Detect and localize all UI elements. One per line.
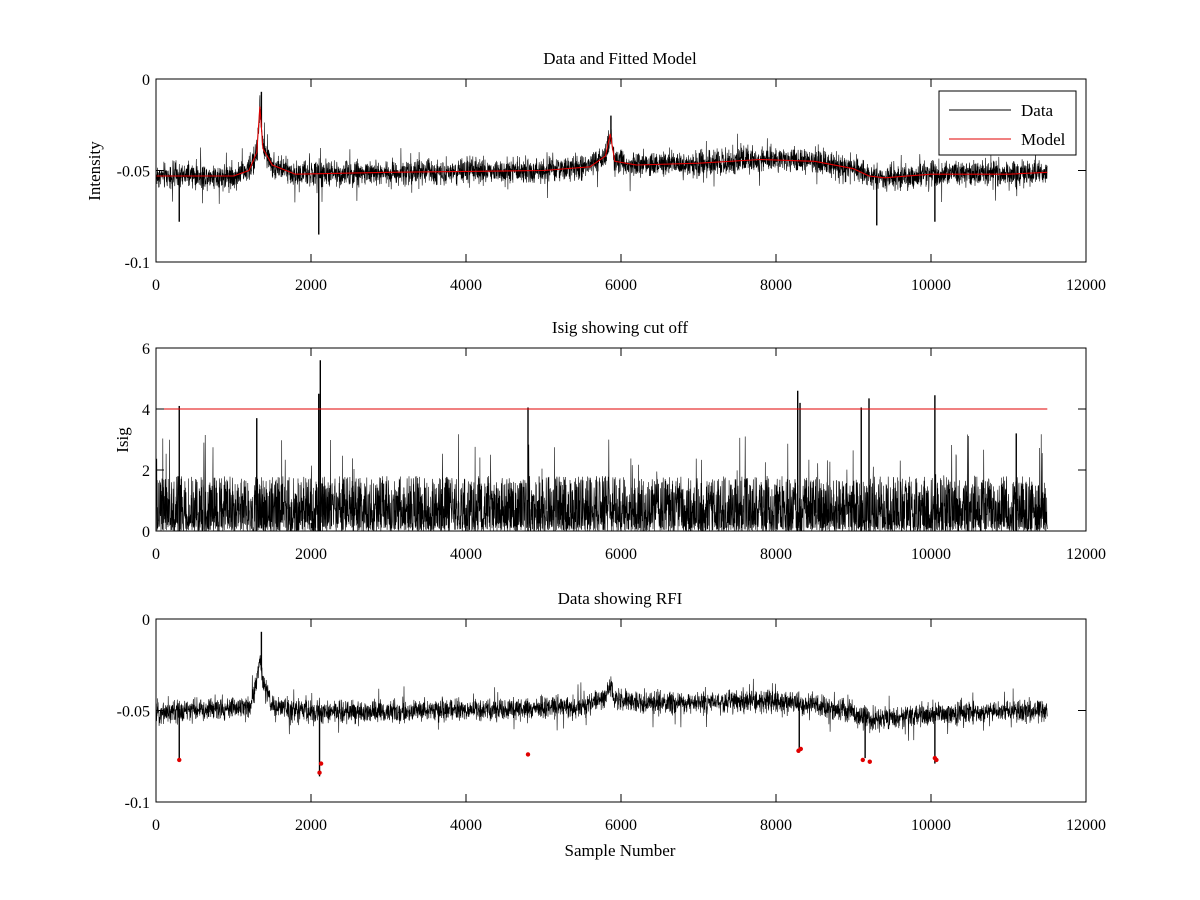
y-axis-label: Intensity <box>85 141 104 201</box>
y-tick-label: -0.1 <box>125 795 150 812</box>
x-tick-label: 6000 <box>605 277 637 294</box>
rfi-point <box>860 757 865 763</box>
series-line-isig <box>155 434 1048 532</box>
legend-label-data: Data <box>1021 101 1054 120</box>
x-tick-label: 2000 <box>295 817 327 834</box>
x-tick-label: 2000 <box>295 546 327 563</box>
rfi-point <box>317 770 322 775</box>
x-tick-label: 4000 <box>450 277 482 294</box>
x-tick-label: 10000 <box>911 817 951 834</box>
plot-area <box>155 631 1048 777</box>
chart-title: Isig showing cut off <box>552 318 688 337</box>
x-tick-label: 12000 <box>1066 817 1106 834</box>
rfi-point <box>318 761 324 766</box>
rfi-point <box>177 757 182 763</box>
x-tick-label: 0 <box>152 546 160 563</box>
panel-rfi: Data showing RFI 0 2000 4000 6000 8000 10000 1… <box>117 589 1106 860</box>
y-axis: -0.1 -0.05 0 <box>117 72 1086 272</box>
y-tick-label: 2 <box>142 463 150 480</box>
x-tick-label: 8000 <box>760 546 792 563</box>
series-line-model <box>156 106 1048 179</box>
x-tick-label: 12000 <box>1066 277 1106 294</box>
y-axis: 0 2 4 6 <box>142 341 1086 541</box>
y-axis: -0.1 -0.05 0 <box>117 612 1086 812</box>
y-tick-label: 0 <box>142 72 150 89</box>
rfi-point <box>867 759 872 764</box>
y-tick-label: 6 <box>142 341 150 358</box>
x-axis: 0 2000 4000 6000 8000 10000 12000 <box>152 79 1106 294</box>
y-tick-label: 0 <box>142 524 150 541</box>
legend-label-model: Model <box>1021 130 1066 149</box>
rfi-point <box>525 752 531 757</box>
y-tick-label: -0.1 <box>125 255 150 272</box>
x-tick-label: 4000 <box>450 817 482 834</box>
x-axis: 0 2000 4000 6000 8000 10000 12000 <box>152 348 1106 563</box>
chart-title: Data and Fitted Model <box>543 49 697 68</box>
x-tick-label: 0 <box>152 817 160 834</box>
x-tick-label: 10000 <box>911 277 951 294</box>
x-tick-label: 6000 <box>605 817 637 834</box>
y-tick-label: -0.05 <box>117 704 150 721</box>
rfi-point <box>934 757 939 763</box>
y-tick-label: 0 <box>142 612 150 629</box>
x-tick-label: 8000 <box>760 277 792 294</box>
x-axis-label: Sample Number <box>565 841 676 860</box>
x-tick-label: 6000 <box>605 546 637 563</box>
legend: Data Model <box>938 90 1077 156</box>
y-tick-label: 4 <box>142 402 150 419</box>
x-tick-label: 12000 <box>1066 546 1106 563</box>
series-line-data <box>155 95 1048 204</box>
x-axis: 0 2000 4000 6000 8000 10000 12000 <box>152 619 1106 834</box>
legend-box <box>938 90 1077 156</box>
y-axis-label: Isig <box>113 427 132 453</box>
x-tick-label: 0 <box>152 277 160 294</box>
x-tick-label: 10000 <box>911 546 951 563</box>
y-tick-label: -0.05 <box>117 164 150 181</box>
panel-isig: Isig showing cut off 0 2000 4000 6000 8000 10… <box>113 318 1106 563</box>
rfi-point <box>798 746 803 752</box>
plot-area <box>155 91 1048 235</box>
series-line-series-0 <box>155 655 1048 741</box>
x-tick-label: 8000 <box>760 817 792 834</box>
x-tick-label: 2000 <box>295 277 327 294</box>
plot-area <box>155 360 1048 532</box>
x-tick-label: 4000 <box>450 546 482 563</box>
chart-title: Data showing RFI <box>558 589 683 608</box>
panel-intensity: Data and Fitted Model 0 2000 4000 6000 8000 1… <box>85 49 1106 294</box>
